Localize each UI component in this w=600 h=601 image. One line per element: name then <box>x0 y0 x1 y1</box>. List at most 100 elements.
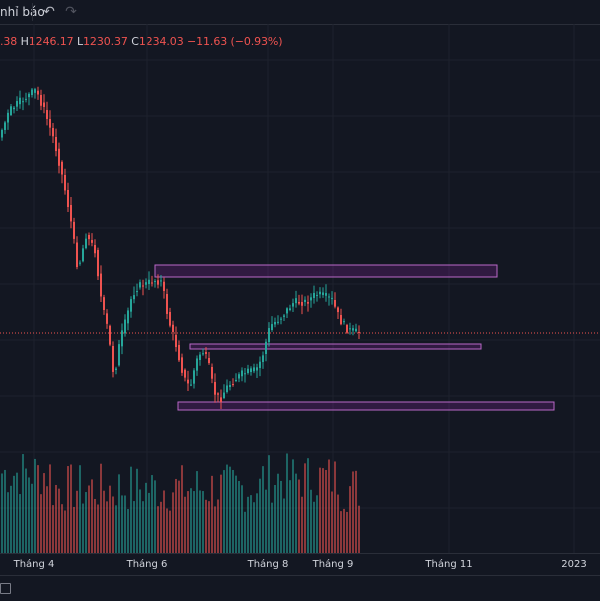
volume-bar <box>196 471 198 553</box>
volume-bar <box>85 492 87 553</box>
volume-bar <box>355 470 357 553</box>
candle-body <box>103 297 105 311</box>
volume-bar <box>286 453 288 553</box>
candle-body <box>109 325 111 345</box>
volume-bar <box>37 465 39 553</box>
middle-support-zone <box>189 343 482 350</box>
volume-bar <box>88 485 90 553</box>
volume-bar <box>166 508 168 553</box>
volume-bar <box>352 471 354 553</box>
volume-bar <box>202 491 204 553</box>
candle-body <box>283 315 285 317</box>
ohlc-legend: .38 H1246.17 L1230.37 C1234.03 −11.63 (−… <box>0 35 283 48</box>
x-tick-thang-11: Tháng 11 <box>425 559 473 570</box>
volume-bar <box>52 505 54 553</box>
volume-bar <box>46 486 48 553</box>
close-label: C <box>131 35 139 48</box>
volume-bar <box>193 491 195 553</box>
volume-bar <box>25 468 27 553</box>
candle-body <box>265 341 267 354</box>
volume-bar <box>283 498 285 553</box>
upper-resistance-zone <box>154 264 498 278</box>
volume-bar <box>64 510 66 553</box>
alert-button-label[interactable]: nhỉ báo <box>0 5 45 19</box>
candle-body <box>208 358 210 364</box>
candle-body <box>184 369 186 378</box>
volume-bar <box>241 485 243 553</box>
volume-bar <box>49 464 51 553</box>
redo-icon[interactable]: ↷ <box>65 4 77 20</box>
volume-bar <box>226 464 228 553</box>
volume-bar <box>130 466 132 553</box>
volume-bar <box>190 488 192 553</box>
low-value: 1230.37 <box>83 35 128 48</box>
volume-bar <box>244 511 246 553</box>
candle-body <box>166 294 168 314</box>
volume-bar <box>124 495 126 553</box>
change-value: −11.63 (−0.93%) <box>187 35 283 48</box>
volume-bar <box>109 485 111 553</box>
candle-body <box>229 385 231 387</box>
volume-bar <box>79 465 81 553</box>
close-value: 1234.03 <box>138 35 184 48</box>
candle-body <box>106 313 108 324</box>
candle-body <box>163 281 165 291</box>
volume-bar <box>10 485 12 553</box>
volume-bar <box>349 486 351 553</box>
volume-bar <box>199 490 201 553</box>
calendar-icon[interactable] <box>0 583 11 594</box>
volume-bar <box>211 475 213 553</box>
candle-body <box>262 355 264 362</box>
volume-bar <box>7 492 9 553</box>
candle-body <box>328 296 330 298</box>
candle-body <box>49 119 51 128</box>
candle-body <box>118 344 120 366</box>
x-tick-thang-4: Tháng 4 <box>13 559 55 570</box>
candle-body <box>349 328 351 330</box>
candle-body <box>187 379 189 384</box>
candle-body <box>175 334 177 348</box>
candle-body <box>244 373 246 375</box>
volume-bar <box>208 501 210 553</box>
volume-bar <box>292 459 294 553</box>
top-toolbar: nhỉ báo ↶ ↷ <box>0 0 600 25</box>
candle-body <box>31 89 33 95</box>
volume-bar <box>157 506 159 553</box>
candle-body <box>352 328 354 331</box>
volume-bar <box>61 504 63 553</box>
candle-body <box>295 298 297 304</box>
volume-bar <box>148 492 150 553</box>
volume-bar <box>307 458 309 553</box>
volume-bar <box>76 490 78 553</box>
candle-body <box>193 370 195 384</box>
volume-bar <box>82 503 84 553</box>
candle-body <box>7 112 9 123</box>
candle-body <box>133 295 135 300</box>
volume-bar <box>319 467 321 553</box>
candle-body <box>316 294 318 296</box>
x-tick-2023: 2023 <box>561 559 587 570</box>
volume-bar <box>133 501 135 553</box>
undo-icon[interactable]: ↶ <box>43 4 55 20</box>
volume-bar <box>115 505 117 553</box>
candle-body <box>355 328 357 332</box>
volume-bar <box>181 465 183 553</box>
x-tick-thang-9: Tháng 9 <box>312 559 354 570</box>
volume-bar <box>70 464 72 553</box>
candle-body <box>73 221 75 239</box>
candle-body <box>34 89 36 93</box>
price-chart[interactable] <box>0 24 600 553</box>
volume-bar <box>223 470 225 553</box>
candle-body <box>70 205 72 222</box>
volume-bar <box>247 496 249 553</box>
candle-body <box>196 358 198 371</box>
time-axis[interactable] <box>0 553 600 576</box>
volume-bar <box>331 491 333 553</box>
candle-body <box>142 285 144 287</box>
candle-body <box>46 110 48 119</box>
volume-bar <box>175 478 177 553</box>
volume-bar <box>334 461 336 553</box>
candle-body <box>247 368 249 373</box>
volume-bar <box>259 478 261 553</box>
candle-body <box>325 293 327 296</box>
